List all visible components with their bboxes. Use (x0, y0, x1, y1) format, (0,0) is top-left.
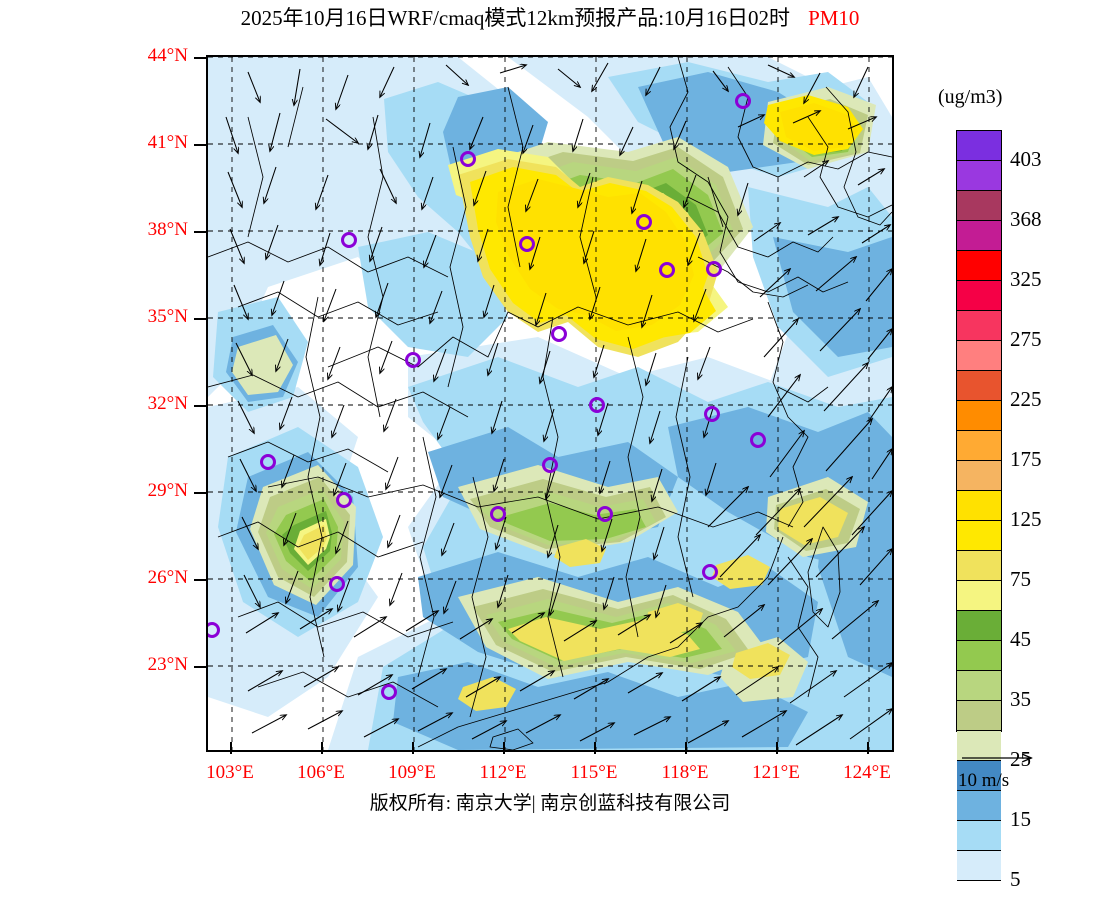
copyright-text: 版权所有: 南京大学| 南京创蓝科技有限公司 (369, 793, 731, 814)
lat-tick-mark (194, 492, 206, 494)
lon-tick-mark (230, 742, 232, 754)
colorbar-band-23 (957, 821, 1001, 851)
lat-tick-35°N: 35°N (147, 306, 188, 327)
lat-tick-mark (194, 231, 206, 233)
lon-tick-121°E: 121°E (752, 762, 800, 783)
lon-tick-106°E: 106°E (297, 762, 345, 783)
colorbar-band-9 (957, 401, 1001, 431)
title-main-text: 2025年10月16日WRF/cmaq模式12km预报产品:10月16日02时 (240, 6, 791, 30)
colorbar-band-17 (957, 641, 1001, 671)
lat-tick-mark (194, 57, 206, 59)
lat-tick-mark (194, 579, 206, 581)
lat-tick-mark (194, 318, 206, 320)
lat-tick-38°N: 38°N (147, 219, 188, 240)
colorbar-tick-25: 25 (1010, 747, 1031, 771)
lat-tick-44°N: 44°N (147, 45, 188, 66)
colorbar-tick-75: 75 (1010, 567, 1031, 591)
wind-arrow-icon (962, 748, 1048, 768)
colorbar-band-14 (957, 551, 1001, 581)
colorbar-tick-175: 175 (1010, 447, 1042, 471)
title-species-text: PM10 (808, 6, 860, 30)
colorbar-band-20 (957, 731, 1001, 761)
lat-tick-mark (194, 666, 206, 668)
map-canvas (208, 57, 892, 750)
colorbar-tick-325: 325 (1010, 267, 1042, 291)
colorbar-band-19 (957, 701, 1001, 731)
colorbar-band-0 (957, 131, 1001, 161)
lat-tick-23°N: 23°N (147, 654, 188, 675)
lon-tick-118°E: 118°E (661, 762, 709, 783)
colorbar-units-label: (ug/m3) (938, 86, 1003, 108)
lat-tick-26°N: 26°N (147, 567, 188, 588)
colorbar-band-2 (957, 191, 1001, 221)
colorbar-band-6 (957, 311, 1001, 341)
colorbar-band-13 (957, 521, 1001, 551)
colorbar-band-1 (957, 161, 1001, 191)
lat-tick-41°N: 41°N (147, 132, 188, 153)
lon-tick-mark (594, 742, 596, 754)
lon-tick-124°E: 124°E (843, 762, 891, 783)
lon-tick-109°E: 109°E (388, 762, 436, 783)
colorbar-band-8 (957, 371, 1001, 401)
colorbar-tick-15: 15 (1010, 807, 1031, 831)
colorbar-band-10 (957, 431, 1001, 461)
lon-tick-mark (867, 742, 869, 754)
lat-tick-mark (194, 405, 206, 407)
colorbar-tick-225: 225 (1010, 387, 1042, 411)
colorbar-band-15 (957, 581, 1001, 611)
colorbar-tick-403: 403 (1010, 147, 1042, 171)
lon-tick-mark (685, 742, 687, 754)
colorbar-band-18 (957, 671, 1001, 701)
colorbar-band-25 (957, 881, 1001, 911)
colorbar-band-11 (957, 461, 1001, 491)
colorbar-band-3 (957, 221, 1001, 251)
lon-tick-103°E: 103°E (206, 762, 254, 783)
forecast-map-plot[interactable] (206, 55, 894, 752)
colorbar-tick-368: 368 (1010, 207, 1042, 231)
colorbar-band-5 (957, 281, 1001, 311)
colorbar-tick-125: 125 (1010, 507, 1042, 531)
colorbar-band-16 (957, 611, 1001, 641)
colorbar-tick-5: 5 (1010, 867, 1021, 891)
lon-tick-mark (503, 742, 505, 754)
lon-tick-mark (776, 742, 778, 754)
page-title: 2025年10月16日WRF/cmaq模式12km预报产品:10月16日02时 … (0, 2, 1100, 36)
colorbar-tick-275: 275 (1010, 327, 1042, 351)
colorbar-tick-35: 35 (1010, 687, 1031, 711)
lon-tick-mark (412, 742, 414, 754)
lat-tick-mark (194, 144, 206, 146)
colorbar-band-7 (957, 341, 1001, 371)
colorbar-band-4 (957, 251, 1001, 281)
lon-tick-115°E: 115°E (570, 762, 618, 783)
colorbar-band-24 (957, 851, 1001, 881)
lat-tick-29°N: 29°N (147, 480, 188, 501)
colorbar-band-21 (957, 761, 1001, 791)
colorbar[interactable] (956, 130, 1002, 911)
colorbar-band-22 (957, 791, 1001, 821)
lon-tick-112°E: 112°E (479, 762, 527, 783)
lon-tick-mark (321, 742, 323, 754)
wind-scale-label: 10 m/s (958, 770, 1010, 791)
colorbar-band-12 (957, 491, 1001, 521)
colorbar-tick-45: 45 (1010, 627, 1031, 651)
lat-tick-32°N: 32°N (147, 393, 188, 414)
